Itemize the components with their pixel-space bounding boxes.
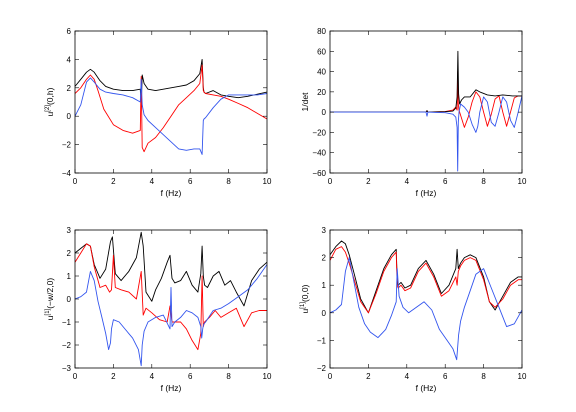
y-tick-label: 2 xyxy=(67,84,72,93)
x-tick-label: 2 xyxy=(111,177,116,186)
x-tick-label: 2 xyxy=(366,177,371,186)
x-tick-label: 10 xyxy=(263,372,272,381)
subplot-bottom-left: 0 2 4 6 8 10 −3 −2 −1 0 1 2 3 f (Hz) u[1](−w/2,0) xyxy=(45,226,272,393)
x-axis-label: f (Hz) xyxy=(161,188,182,198)
x-tick-label: 4 xyxy=(405,177,410,186)
x-tick-label: 6 xyxy=(188,372,193,381)
axes-frame xyxy=(329,229,523,369)
x-tick-label: 6 xyxy=(443,177,448,186)
x-tick-label: 2 xyxy=(111,372,116,381)
x-tick-label: 4 xyxy=(150,372,155,381)
y-tick-label: 1 xyxy=(67,272,72,281)
x-tick-label: 0 xyxy=(328,177,333,186)
y-axis-label: u[1](−w/2,0) xyxy=(45,278,55,321)
x-tick-label: 2 xyxy=(366,372,371,381)
series-line-2 xyxy=(330,50,522,113)
y-tick-label: 3 xyxy=(67,226,72,235)
x-tick-label: 8 xyxy=(481,372,486,381)
y-tick-label: −4 xyxy=(62,169,72,178)
axes-frame xyxy=(74,30,268,174)
x-tick-label: 0 xyxy=(73,177,78,186)
y-axis-label: 1/det xyxy=(300,92,310,112)
y-tick-label: −60 xyxy=(312,169,326,178)
x-tick-label: 10 xyxy=(518,372,527,381)
x-tick-label: 8 xyxy=(226,372,231,381)
y-tick-label: 3 xyxy=(322,226,327,235)
x-tick-label: 0 xyxy=(73,372,78,381)
x-axis-label: f (Hz) xyxy=(416,188,437,198)
y-tick-label: 4 xyxy=(67,55,72,64)
y-tick-label: 0 xyxy=(67,295,72,304)
axes-frame xyxy=(329,30,523,174)
x-tick-label: 8 xyxy=(481,177,486,186)
x-tick-label: 4 xyxy=(150,177,155,186)
series-line-2 xyxy=(330,246,522,314)
x-tick-label: 0 xyxy=(328,372,333,381)
y-axis-label: u[2](0,h) xyxy=(45,87,55,116)
x-tick-label: 8 xyxy=(226,177,231,186)
y-tick-label: −2 xyxy=(317,364,327,373)
y-tick-label: 2 xyxy=(322,254,327,263)
y-tick-label: −1 xyxy=(62,318,72,327)
y-tick-label: 60 xyxy=(317,47,326,56)
series-line-2 xyxy=(75,243,267,351)
y-tick-label: 6 xyxy=(67,27,72,36)
x-tick-label: 10 xyxy=(263,177,272,186)
y-tick-label: 1 xyxy=(322,281,327,290)
x-tick-label: 4 xyxy=(405,372,410,381)
subplot-top-left: 0 2 4 6 8 10 −4 −2 0 2 4 6 f (Hz) u[2](0,h) xyxy=(45,27,272,198)
series-line-3 xyxy=(330,257,522,361)
subplot-bottom-right: 0 2 4 6 8 10 −2 −1 0 1 2 3 f (Hz) u[1](0,0) xyxy=(300,226,527,393)
x-tick-label: 6 xyxy=(188,177,193,186)
series-line-1 xyxy=(330,240,522,314)
series-line-3 xyxy=(75,264,267,367)
y-tick-label: 80 xyxy=(317,27,326,36)
x-axis-label: f (Hz) xyxy=(416,383,437,393)
y-tick-label: 0 xyxy=(322,108,327,117)
y-tick-label: −40 xyxy=(312,149,326,158)
series-line-1 xyxy=(330,71,522,128)
y-tick-label: 20 xyxy=(317,88,326,97)
y-axis-label: u[1](0,0) xyxy=(300,284,310,313)
x-axis-label: f (Hz) xyxy=(161,383,182,393)
y-tick-label: −1 xyxy=(317,336,327,345)
y-tick-label: 0 xyxy=(67,112,72,121)
series-line-1 xyxy=(75,231,267,307)
x-tick-label: 6 xyxy=(443,372,448,381)
y-tick-label: −20 xyxy=(312,128,326,137)
x-tick-label: 10 xyxy=(518,177,527,186)
y-tick-label: −2 xyxy=(62,141,72,150)
series-line-3 xyxy=(330,95,522,172)
series-line-3 xyxy=(75,77,267,155)
y-tick-label: 2 xyxy=(67,249,72,258)
y-tick-label: 0 xyxy=(322,309,327,318)
series-line-1 xyxy=(75,58,267,107)
subplot-top-right: 0 2 4 6 8 10 −60 −40 −20 0 20 40 60 80 f (Hz) 1/det xyxy=(300,27,527,198)
series-line-2 xyxy=(75,64,267,153)
y-tick-label: −3 xyxy=(62,364,72,373)
y-tick-label: −2 xyxy=(62,341,72,350)
y-tick-label: 40 xyxy=(317,68,326,77)
